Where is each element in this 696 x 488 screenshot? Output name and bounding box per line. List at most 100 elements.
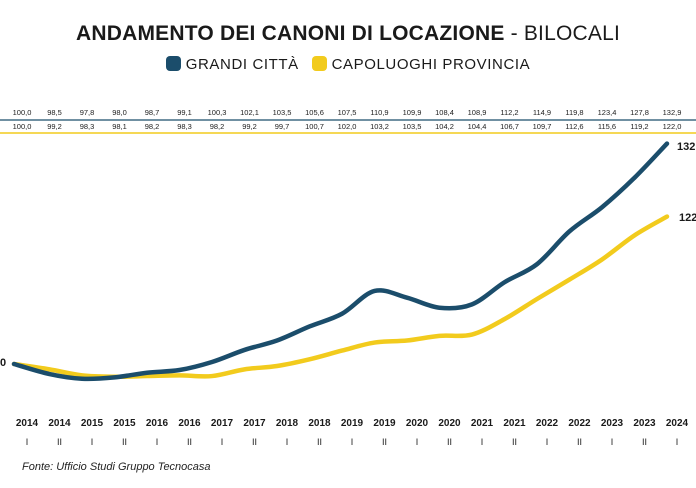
legend: GRANDI CITTÀ CAPOLUOGHI PROVINCIA (0, 56, 696, 73)
table-value-grandi-citta: 105,6 (305, 108, 324, 117)
x-tick-year: 2020 (438, 418, 461, 429)
table-value-grandi-citta: 100,0 (13, 108, 32, 117)
x-tick-semester: II (187, 437, 192, 447)
table-value-capoluoghi: 98,2 (145, 122, 160, 131)
x-tick-semester: II (577, 437, 582, 447)
source-note: Fonte: Ufficio Studi Gruppo Tecnocasa (22, 461, 211, 473)
table-value-capoluoghi: 109,7 (533, 122, 552, 131)
x-tick-semester: I (351, 437, 354, 447)
x-tick-semester: I (91, 437, 94, 447)
table-value-capoluoghi: 106,7 (500, 122, 519, 131)
x-tick-semester: II (57, 437, 62, 447)
table-value-capoluoghi: 103,5 (403, 122, 422, 131)
legend-item-capoluoghi: CAPOLUOGHI PROVINCIA (311, 56, 531, 73)
table-value-capoluoghi: 103,2 (370, 122, 389, 131)
table-value-capoluoghi: 98,3 (177, 122, 192, 131)
x-tick-year: 2016 (146, 418, 169, 429)
x-tick-year: 2023 (633, 418, 656, 429)
series-line-grandi-citta (11, 141, 670, 382)
x-tick-year: 2023 (601, 418, 624, 429)
table-value-capoluoghi: 98,1 (112, 122, 127, 131)
chart-title-suffix: - BILOCALI (504, 22, 620, 45)
table-value-grandi-citta: 98,7 (145, 108, 160, 117)
table-value-grandi-citta: 108,4 (435, 108, 454, 117)
end-label-capoluoghi: 122 (679, 212, 696, 224)
table-value-grandi-citta: 119,8 (565, 108, 583, 117)
table-value-grandi-citta: 100,3 (208, 108, 227, 117)
x-tick-semester: I (156, 437, 159, 447)
x-tick-year: 2019 (373, 418, 396, 429)
table-value-grandi-citta: 123,4 (598, 108, 617, 117)
legend-item-grandi-citta: GRANDI CITTÀ (165, 56, 299, 73)
x-tick-semester: II (317, 437, 322, 447)
table-value-grandi-citta: 127,8 (630, 108, 649, 117)
table-value-grandi-citta: 99,1 (177, 108, 192, 117)
table-value-capoluoghi: 100,7 (305, 122, 324, 131)
table-value-capoluoghi: 104,4 (468, 122, 487, 131)
table-value-capoluoghi: 102,0 (338, 122, 357, 131)
x-tick-semester: II (642, 437, 647, 447)
x-tick-year: 2017 (211, 418, 234, 429)
table-value-capoluoghi: 99,2 (47, 122, 62, 131)
chart-title: ANDAMENTO DEI CANONI DI LOCAZIONE - BILO… (0, 22, 696, 46)
x-tick-year: 2018 (308, 418, 331, 429)
start-label: 0 (0, 357, 6, 369)
table-value-capoluoghi: 104,2 (435, 122, 454, 131)
table-value-grandi-citta: 132,9 (663, 108, 682, 117)
table-value-grandi-citta: 107,5 (338, 108, 357, 117)
chart-title-main: ANDAMENTO DEI CANONI DI LOCAZIONE (76, 22, 505, 45)
x-tick-year: 2022 (536, 418, 559, 429)
table-value-capoluoghi: 119,2 (630, 122, 648, 131)
table-value-grandi-citta: 97,8 (80, 108, 95, 117)
x-tick-year: 2016 (178, 418, 201, 429)
x-tick-semester: II (512, 437, 517, 447)
x-tick-semester: I (286, 437, 289, 447)
table-value-grandi-citta: 114,9 (533, 108, 551, 117)
x-tick-year: 2015 (113, 418, 136, 429)
x-tick-semester: II (252, 437, 257, 447)
x-tick-semester: I (546, 437, 549, 447)
table-value-capoluoghi: 99,7 (275, 122, 290, 131)
legend-swatch-grandi-citta (165, 56, 181, 71)
legend-label-grandi-citta: GRANDI CITTÀ (185, 56, 299, 73)
table-value-capoluoghi: 122,0 (663, 122, 682, 131)
x-tick-year: 2020 (406, 418, 429, 429)
legend-label-capoluoghi: CAPOLUOGHI PROVINCIA (331, 56, 531, 73)
legend-swatch-capoluoghi (311, 56, 327, 71)
table-value-capoluoghi: 98,2 (210, 122, 225, 131)
table-value-grandi-citta: 110,9 (370, 108, 388, 117)
table-value-grandi-citta: 98,0 (112, 108, 127, 117)
x-tick-year: 2021 (471, 418, 494, 429)
series-line-capoluoghi (11, 214, 670, 379)
x-tick-year: 2024 (666, 418, 689, 429)
end-label-grandi-citta: 132, (677, 141, 696, 153)
x-tick-year: 2019 (341, 418, 364, 429)
table-value-grandi-citta: 109,9 (403, 108, 422, 117)
x-tick-year: 2017 (243, 418, 266, 429)
table-value-capoluoghi: 98,3 (80, 122, 95, 131)
table-value-capoluoghi: 115,6 (598, 122, 616, 131)
table-value-capoluoghi: 100,0 (13, 122, 32, 131)
x-tick-year: 2014 (16, 418, 39, 429)
x-tick-semester: I (26, 437, 29, 447)
table-value-grandi-citta: 102,1 (240, 108, 259, 117)
x-tick-semester: I (481, 437, 484, 447)
table-value-grandi-citta: 108,9 (468, 108, 487, 117)
table-value-grandi-citta: 103,5 (273, 108, 292, 117)
x-tick-semester: II (447, 437, 452, 447)
x-tick-semester: II (122, 437, 127, 447)
table-value-capoluoghi: 99,2 (242, 122, 257, 131)
table-value-capoluoghi: 112,6 (565, 122, 583, 131)
x-tick-semester: II (382, 437, 387, 447)
x-tick-semester: I (416, 437, 419, 447)
x-tick-semester: I (221, 437, 224, 447)
x-tick-year: 2021 (503, 418, 526, 429)
table-value-grandi-citta: 98,5 (47, 108, 62, 117)
x-tick-semester: I (611, 437, 614, 447)
table-value-grandi-citta: 112,2 (500, 108, 518, 117)
x-tick-year: 2022 (568, 418, 591, 429)
x-tick-year: 2015 (81, 418, 104, 429)
x-tick-year: 2018 (276, 418, 299, 429)
x-tick-year: 2014 (48, 418, 71, 429)
